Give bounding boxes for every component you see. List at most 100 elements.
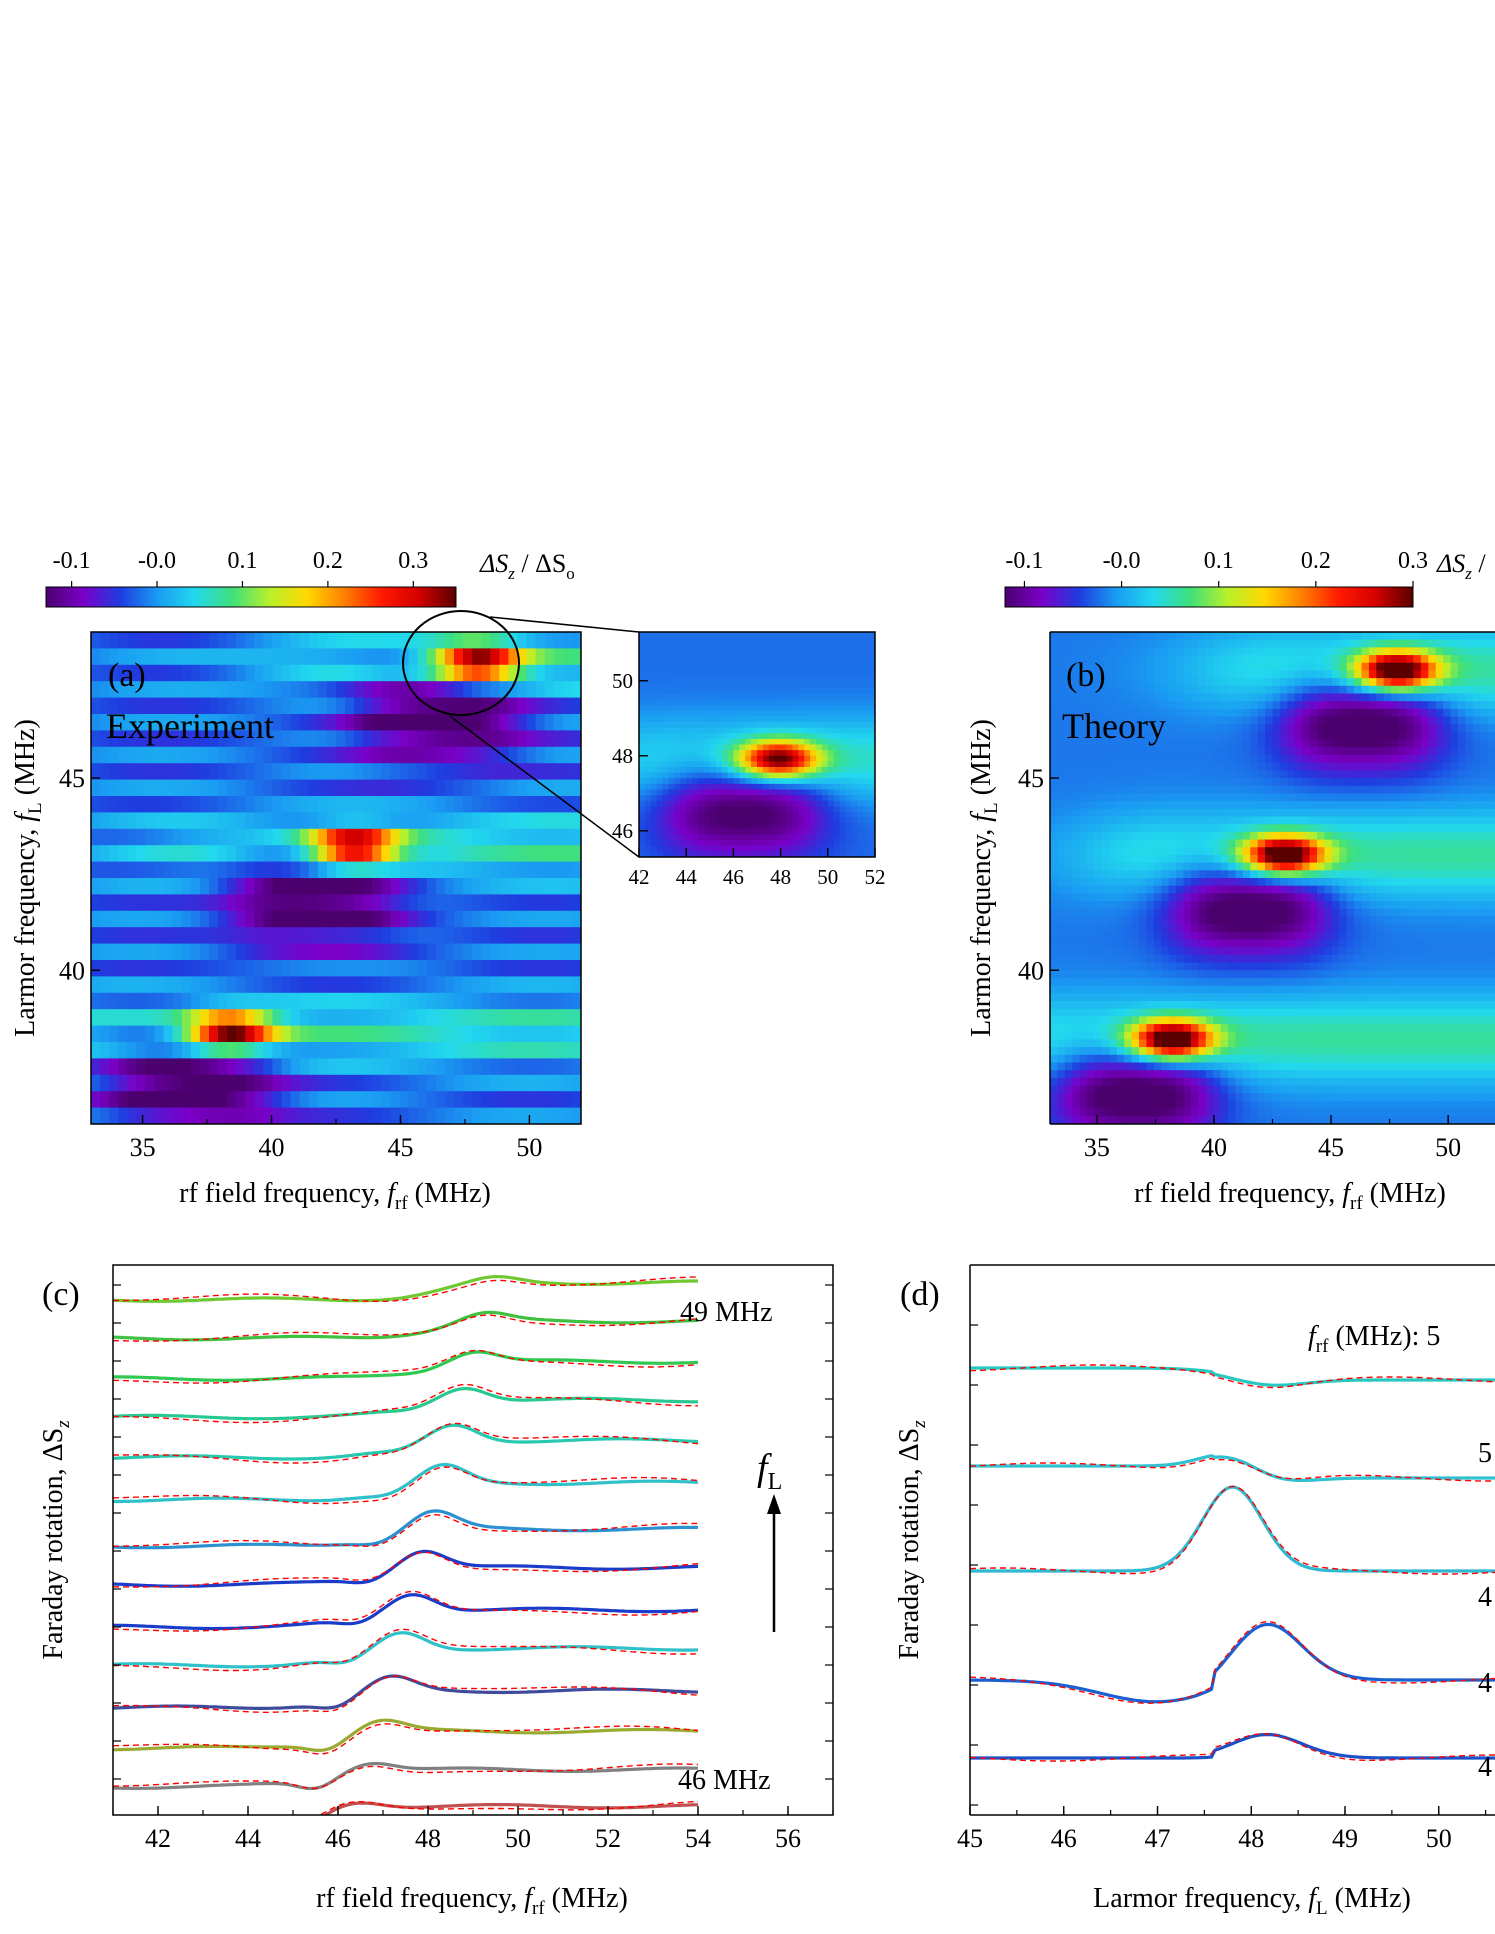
heatmap-cell: [190, 746, 201, 764]
heatmap-cell: [1220, 739, 1229, 748]
heatmap-cell: [757, 716, 764, 723]
heatmap-cell: [733, 761, 740, 768]
heatmap-cell: [786, 823, 793, 830]
heatmap-cell: [686, 682, 693, 689]
heatmap-cell: [1235, 831, 1244, 841]
heatmap-cell: [263, 648, 274, 666]
heatmap-cell: [816, 783, 823, 791]
heatmap-cell: [490, 1042, 500, 1059]
heatmap-cell: [508, 861, 519, 879]
heatmap-cell: [1109, 847, 1118, 856]
heatmap-cell: [1064, 755, 1073, 764]
heatmap-cell: [715, 812, 723, 819]
heatmap-cell: [1376, 793, 1385, 802]
heatmap-cell: [1413, 678, 1422, 687]
heatmap-cell: [1465, 816, 1474, 825]
heatmap-cell: [535, 1058, 546, 1076]
heatmap-cell: [1087, 739, 1096, 748]
heatmap-cell: [499, 763, 509, 781]
heatmap-cell: [1383, 662, 1392, 672]
heatmap-cell: [751, 767, 758, 774]
heatmap-cell: [199, 845, 210, 863]
heatmap-cell: [757, 812, 764, 819]
heatmap-cell: [1346, 685, 1355, 695]
heatmap-cell: [751, 817, 758, 824]
heatmap-cell: [172, 1074, 183, 1092]
heatmap-cell: [1168, 639, 1177, 648]
heatmap-cell: [869, 783, 875, 791]
heatmap-cell: [254, 714, 264, 731]
heatmap-cell: [1472, 739, 1481, 748]
heatmap-cell: [1101, 731, 1110, 741]
heatmap-cell: [472, 960, 482, 977]
heatmap-cell: [1146, 793, 1155, 802]
heatmap-cell: [833, 828, 841, 836]
heatmap-cell: [1346, 824, 1355, 833]
heatmap-cell: [692, 710, 699, 717]
heatmap-cell: [739, 643, 746, 650]
heatmap-cell: [1279, 632, 1288, 641]
heatmap-cell: [839, 677, 847, 684]
heatmap-cell: [768, 654, 776, 661]
heatmap-cell: [1064, 739, 1073, 748]
heatmap-cell: [1139, 816, 1148, 825]
heatmap-cell: [851, 643, 858, 650]
heatmap-cell: [1057, 716, 1066, 725]
heatmap-cell: [1057, 685, 1066, 695]
heatmap-cell: [1272, 655, 1281, 664]
heatmap-cell: [1161, 693, 1170, 702]
heatmap-cell: [1413, 816, 1422, 825]
heatmap-cell: [1302, 716, 1311, 725]
heatmap-cell: [1109, 693, 1118, 702]
heatmap-cell: [354, 910, 364, 928]
heatmap-cell: [816, 727, 823, 734]
heatmap-cell: [227, 746, 237, 764]
heatmap-cell: [1383, 801, 1392, 810]
heatmap-cell: [1391, 693, 1400, 702]
heatmap-cell: [390, 779, 401, 797]
heatmap-cell: [721, 693, 729, 701]
heatmap-cell: [662, 789, 670, 796]
heatmap-cell: [786, 637, 793, 644]
heatmap-cell: [1487, 708, 1495, 718]
heatmap-cell: [845, 654, 852, 661]
heatmap-cell: [299, 1091, 310, 1109]
heatmap-cell: [1383, 639, 1392, 648]
heatmap-cell: [757, 800, 764, 807]
heatmap-cell: [662, 778, 670, 785]
heatmap-cell: [1294, 670, 1303, 679]
heatmap-cell: [751, 632, 758, 639]
heatmap-cell: [804, 812, 811, 819]
colorbar-tick-label: -0.0: [1103, 548, 1141, 574]
heatmap-cell: [444, 943, 455, 961]
heatmap-cell: [1116, 847, 1125, 856]
heatmap-cell: [1072, 847, 1081, 856]
heatmap-cell: [674, 767, 681, 774]
heatmap-cell: [810, 795, 817, 802]
heatmap-cell: [1361, 762, 1370, 771]
heatmap-cell: [435, 1091, 446, 1109]
heatmap-cell: [786, 755, 793, 762]
heatmap-cell: [644, 783, 652, 791]
heatmap-cell: [1324, 831, 1333, 841]
heatmap-cell: [1406, 678, 1415, 687]
heatmap-cell: [1324, 839, 1333, 848]
heatmap-cell: [553, 894, 564, 912]
heatmap-cell: [821, 716, 829, 723]
heatmap-cell: [650, 727, 658, 734]
heatmap-cell: [751, 648, 758, 656]
heatmap-cell: [1213, 816, 1222, 825]
heatmap-cell: [199, 796, 210, 813]
heatmap-cell: [1324, 639, 1333, 648]
heatmap-cell: [810, 665, 817, 672]
colorbar-tick-label: 0.2: [1301, 548, 1331, 574]
heatmap-cell: [780, 660, 788, 667]
heatmap-cell: [1213, 785, 1222, 795]
heatmap-cell: [1153, 816, 1162, 825]
heatmap-cell: [299, 714, 310, 731]
heatmap-cell: [172, 960, 183, 977]
heatmap-cell: [1257, 731, 1266, 741]
heatmap-cell: [1190, 816, 1199, 825]
heatmap-cell: [1354, 785, 1363, 795]
heatmap-cell: [562, 910, 573, 928]
